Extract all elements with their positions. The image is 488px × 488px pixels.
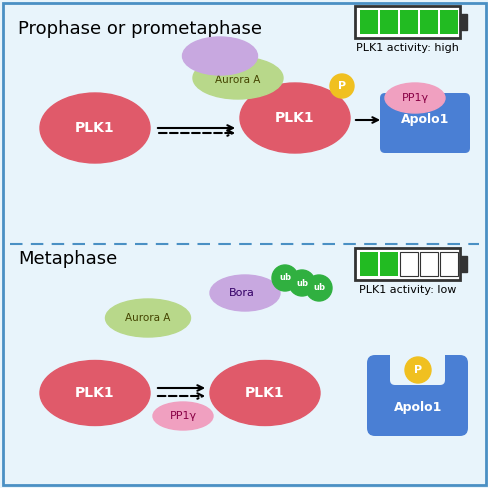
Circle shape — [404, 357, 430, 383]
Ellipse shape — [182, 37, 257, 75]
Text: PP1γ: PP1γ — [169, 411, 196, 421]
Text: PLK1: PLK1 — [75, 121, 115, 135]
Text: Apolo1: Apolo1 — [393, 402, 441, 414]
Circle shape — [305, 275, 331, 301]
Circle shape — [329, 74, 353, 98]
FancyBboxPatch shape — [366, 355, 467, 436]
FancyBboxPatch shape — [459, 256, 466, 272]
Text: PLK1: PLK1 — [244, 386, 284, 400]
Text: P: P — [413, 365, 421, 375]
Ellipse shape — [209, 361, 319, 426]
FancyBboxPatch shape — [419, 252, 437, 276]
Text: PLK1: PLK1 — [75, 386, 115, 400]
FancyBboxPatch shape — [379, 93, 469, 153]
Text: ub: ub — [312, 284, 325, 292]
Text: Bora: Bora — [204, 51, 230, 61]
Text: PP1γ: PP1γ — [401, 93, 427, 103]
Text: Aurora A: Aurora A — [125, 313, 170, 323]
Text: Prophase or prometaphase: Prophase or prometaphase — [18, 20, 262, 38]
FancyBboxPatch shape — [399, 10, 417, 34]
Ellipse shape — [153, 402, 213, 430]
Ellipse shape — [384, 83, 444, 113]
Text: Aurora A: Aurora A — [215, 75, 260, 85]
FancyBboxPatch shape — [459, 14, 466, 30]
FancyBboxPatch shape — [359, 10, 377, 34]
Circle shape — [288, 270, 314, 296]
Text: Apolo1: Apolo1 — [400, 114, 448, 126]
Circle shape — [271, 265, 297, 291]
Text: ub: ub — [295, 279, 307, 287]
FancyBboxPatch shape — [354, 248, 459, 280]
FancyBboxPatch shape — [379, 10, 397, 34]
FancyBboxPatch shape — [399, 252, 417, 276]
FancyBboxPatch shape — [354, 6, 459, 38]
Ellipse shape — [193, 57, 283, 99]
FancyBboxPatch shape — [3, 3, 485, 485]
Ellipse shape — [105, 299, 190, 337]
Text: P: P — [337, 81, 346, 91]
Text: PLK1 activity: high: PLK1 activity: high — [355, 43, 458, 53]
FancyBboxPatch shape — [379, 252, 397, 276]
Text: ub: ub — [279, 273, 290, 283]
Ellipse shape — [40, 361, 150, 426]
Ellipse shape — [209, 275, 280, 311]
FancyBboxPatch shape — [389, 345, 444, 385]
Text: PLK1: PLK1 — [275, 111, 314, 125]
FancyBboxPatch shape — [419, 10, 437, 34]
Ellipse shape — [40, 93, 150, 163]
Ellipse shape — [240, 83, 349, 153]
FancyBboxPatch shape — [359, 252, 377, 276]
Text: PLK1 activity: low: PLK1 activity: low — [358, 285, 455, 295]
Text: Bora: Bora — [228, 288, 254, 298]
FancyBboxPatch shape — [439, 10, 457, 34]
Text: Metaphase: Metaphase — [18, 250, 117, 268]
FancyBboxPatch shape — [439, 252, 457, 276]
